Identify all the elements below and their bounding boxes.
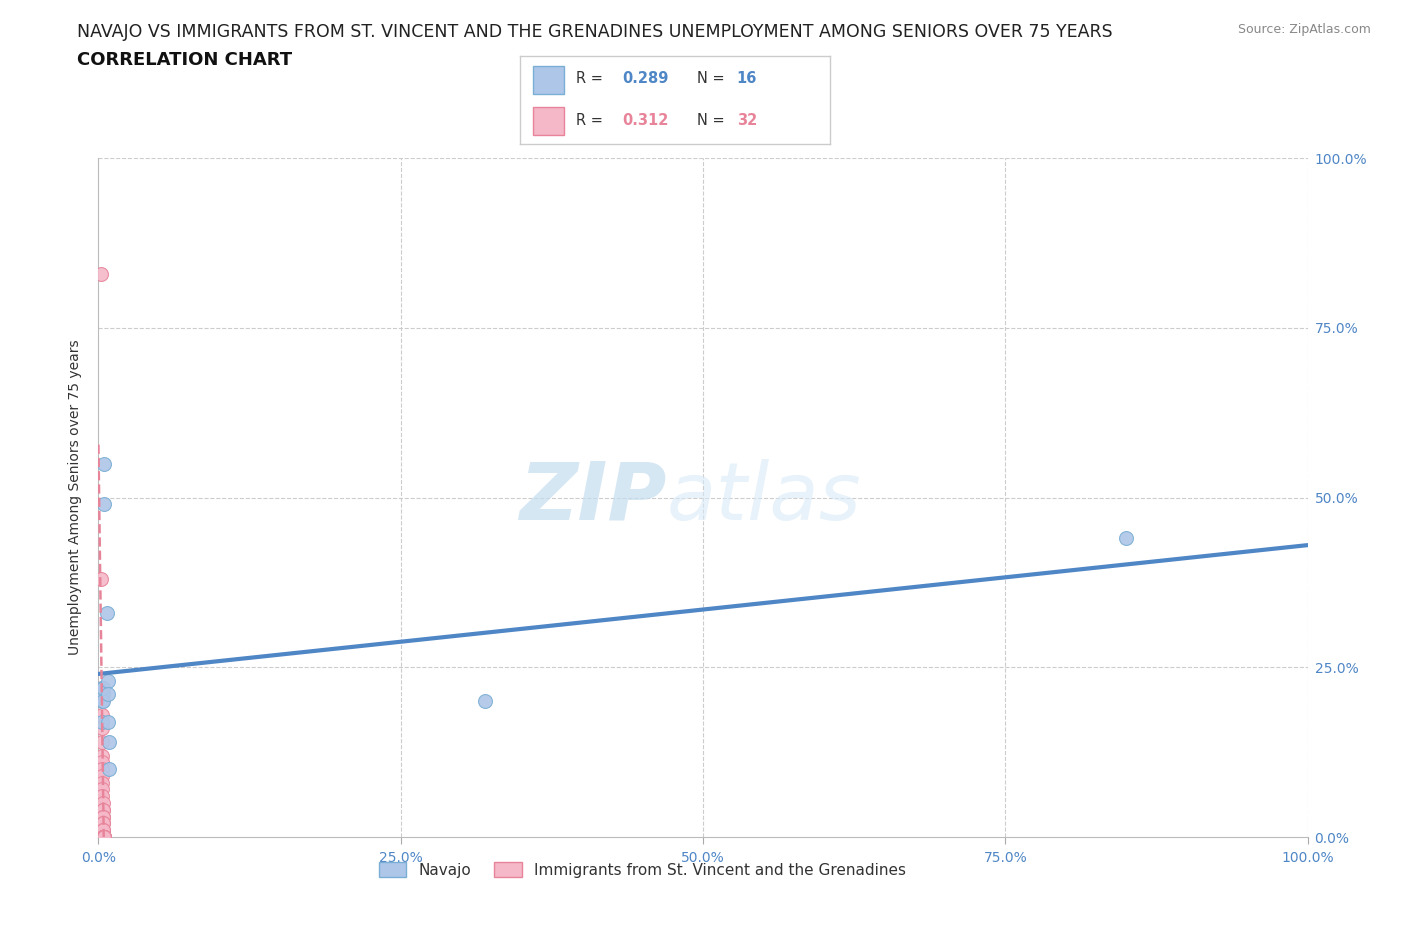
Point [98, 762, 121, 777]
Text: Source: ZipAtlas.com: Source: ZipAtlas.com [1237, 23, 1371, 36]
Point [93, 457, 115, 472]
Point [1115, 531, 1137, 546]
Point [91, 714, 114, 729]
Point [93, 830, 115, 844]
Point [97, 673, 120, 688]
Point [91, 789, 114, 804]
Point [91, 735, 114, 750]
Text: atlas: atlas [666, 458, 862, 537]
Point [93, 830, 115, 844]
Point [93, 830, 115, 844]
Point [91, 796, 114, 811]
FancyBboxPatch shape [533, 107, 564, 136]
Text: ZIP: ZIP [519, 458, 666, 537]
Point [96, 605, 118, 620]
Point [91, 809, 114, 824]
Text: 16: 16 [737, 72, 756, 86]
Text: 32: 32 [737, 113, 756, 127]
Text: R =: R = [576, 72, 607, 86]
Point [91, 816, 114, 830]
Point [91, 823, 114, 838]
Point [91, 694, 114, 709]
Point [91, 680, 114, 695]
Point [91, 680, 114, 695]
Text: 0.312: 0.312 [623, 113, 669, 127]
Point [93, 830, 115, 844]
Point [91, 687, 114, 702]
Point [91, 708, 114, 723]
Point [91, 830, 114, 844]
Point [91, 830, 114, 844]
Point [93, 830, 115, 844]
Point [91, 694, 114, 709]
Point [93, 830, 115, 844]
Y-axis label: Unemployment Among Seniors over 75 years: Unemployment Among Seniors over 75 years [69, 339, 83, 656]
Point [91, 721, 114, 736]
Text: R =: R = [576, 113, 607, 127]
Point [91, 776, 114, 790]
Point [90, 266, 112, 281]
Point [98, 735, 121, 750]
Point [97, 687, 120, 702]
Point [91, 809, 114, 824]
Point [91, 830, 114, 844]
Point [91, 782, 114, 797]
Point [91, 748, 114, 763]
Text: 0.289: 0.289 [623, 72, 669, 86]
Point [97, 714, 120, 729]
Point [91, 680, 114, 695]
Text: N =: N = [696, 113, 728, 127]
FancyBboxPatch shape [533, 65, 564, 94]
Text: N =: N = [696, 72, 728, 86]
Legend: Navajo, Immigrants from St. Vincent and the Grenadines: Navajo, Immigrants from St. Vincent and … [373, 856, 912, 884]
Point [474, 694, 496, 709]
Text: CORRELATION CHART: CORRELATION CHART [77, 51, 292, 69]
Point [91, 762, 114, 777]
Point [91, 803, 114, 817]
Point [91, 768, 114, 783]
Point [91, 755, 114, 770]
Point [91, 803, 114, 817]
Point [91, 823, 114, 838]
Point [93, 497, 115, 512]
Text: NAVAJO VS IMMIGRANTS FROM ST. VINCENT AND THE GRENADINES UNEMPLOYMENT AMONG SENI: NAVAJO VS IMMIGRANTS FROM ST. VINCENT AN… [77, 23, 1114, 41]
Point [91, 816, 114, 830]
Point [90, 572, 112, 587]
Point [91, 830, 114, 844]
